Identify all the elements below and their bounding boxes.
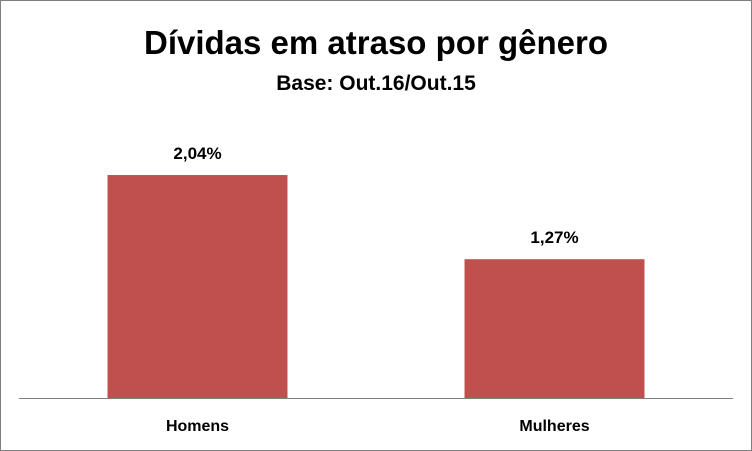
data-label-homens: 2,04% (173, 144, 221, 163)
bar-homens (107, 175, 288, 398)
category-label-mulheres: Mulheres (519, 418, 589, 435)
data-label-mulheres: 1,27% (530, 228, 578, 247)
bar-mulheres (464, 259, 645, 398)
category-label-homens: Homens (166, 418, 229, 435)
chart-subtitle: Base: Out.16/Out.15 (276, 72, 476, 95)
chart-title: Dívidas em atraso por gênero (144, 24, 608, 61)
